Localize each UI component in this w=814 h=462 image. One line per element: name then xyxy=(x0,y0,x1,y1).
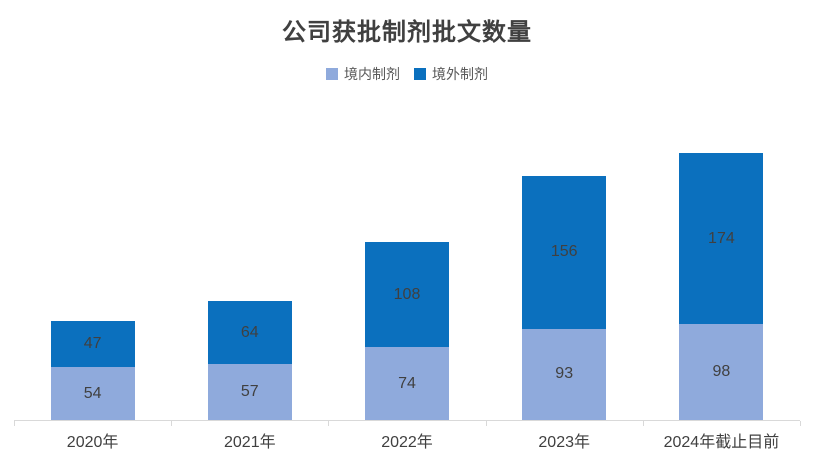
x-axis-line xyxy=(14,420,800,421)
stacked-bar-2024年截止目前: 174 98 xyxy=(679,153,764,420)
x-axis-labels: 2020年 2021年 2022年 2023年 2024年截止目前 xyxy=(14,428,800,452)
bar-slot: 108 74 xyxy=(328,100,485,420)
legend-swatch-domestic-icon xyxy=(326,68,338,80)
bar-segment-境外制剂: 47 xyxy=(50,321,135,368)
legend-swatch-overseas-icon xyxy=(414,68,426,80)
x-axis-tick xyxy=(642,421,644,426)
bar-value-label: 98 xyxy=(712,362,731,380)
stacked-bar-2023年: 156 93 xyxy=(522,176,607,420)
bar-segment-境内制剂: 74 xyxy=(365,347,449,420)
x-axis-label: 2022年 xyxy=(381,434,433,451)
x-axis-label: 2023年 xyxy=(538,434,591,451)
bar-slot: 64 57 xyxy=(171,100,328,420)
bar-segment-境外制剂: 64 xyxy=(207,301,292,365)
bar-value-label: 54 xyxy=(83,384,102,402)
stacked-bar-2020年: 47 54 xyxy=(50,321,135,420)
bar-value-label: 74 xyxy=(398,374,416,392)
x-axis-label: 2021年 xyxy=(224,434,276,451)
chart-title: 公司获批制剂批文数量 xyxy=(282,19,532,46)
x-axis-tick xyxy=(14,421,15,426)
bar-slot: 174 98 xyxy=(643,100,800,420)
legend-item-domestic: 境内制剂 xyxy=(326,64,400,84)
legend-label-domestic: 境内制剂 xyxy=(344,66,400,82)
x-axis-label: 2020年 xyxy=(66,434,119,451)
x-axis-tick xyxy=(171,421,173,426)
x-axis-tick xyxy=(800,421,801,426)
bar-segment-境外制剂: 108 xyxy=(365,241,449,348)
stacked-bar-2021年: 64 57 xyxy=(207,301,292,420)
bar-segment-境内制剂: 93 xyxy=(522,328,607,420)
legend-label-overseas: 境外制剂 xyxy=(432,66,488,82)
bar-value-label: 64 xyxy=(240,323,259,341)
bar-value-label: 57 xyxy=(240,383,259,401)
x-axis-tick xyxy=(485,421,487,426)
bar-segment-境内制剂: 54 xyxy=(50,367,135,420)
plot-area: 47 54 64 57 108 74 156 93 174 98 xyxy=(14,100,800,420)
bar-segment-境外制剂: 156 xyxy=(522,176,607,329)
bar-segment-境外制剂: 174 xyxy=(679,153,764,324)
bar-value-label: 47 xyxy=(83,335,102,353)
bar-slot: 47 54 xyxy=(14,100,171,420)
bar-value-label: 108 xyxy=(393,285,421,303)
legend-item-overseas: 境外制剂 xyxy=(414,64,488,84)
bar-segment-境内制剂: 57 xyxy=(207,364,292,420)
bar-value-label: 93 xyxy=(555,365,574,383)
bar-value-label: 174 xyxy=(708,229,735,247)
x-axis-tick xyxy=(328,421,330,426)
x-axis-label: 2024年截止目前 xyxy=(663,434,780,451)
bar-value-label: 156 xyxy=(550,243,578,261)
stacked-bar-2022年: 108 74 xyxy=(365,241,449,420)
bar-slot: 156 93 xyxy=(486,100,643,420)
bar-segment-境内制剂: 98 xyxy=(679,323,764,420)
chart-legend: 境内制剂 境外制剂 xyxy=(0,64,814,84)
